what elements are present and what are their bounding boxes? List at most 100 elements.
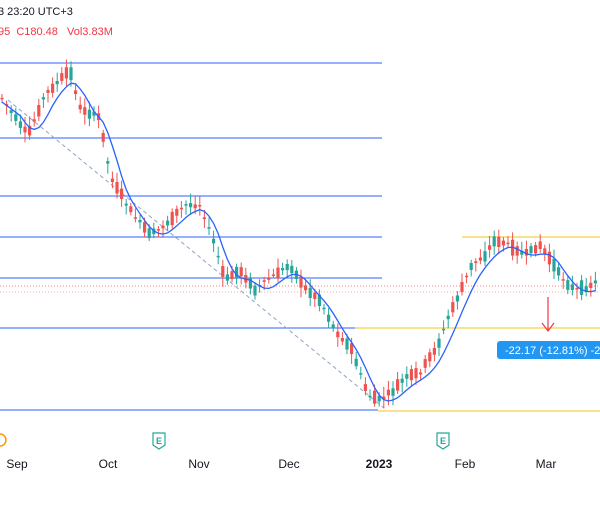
candle-body xyxy=(557,267,561,276)
candle-body xyxy=(543,248,547,255)
candle-body xyxy=(281,268,285,271)
x-tick-label: Oct xyxy=(99,457,118,471)
candle-body xyxy=(248,277,252,289)
candle-body xyxy=(405,374,409,379)
measure-tool: -22.17 (-12.81%) -2217 xyxy=(497,297,600,359)
candle-body xyxy=(120,188,124,199)
candle-body xyxy=(32,119,36,122)
candle-body xyxy=(28,125,32,136)
candle-body xyxy=(304,285,308,291)
candle-body xyxy=(446,315,450,320)
candle-body xyxy=(506,242,510,245)
candle-body xyxy=(166,220,170,226)
candle-body xyxy=(428,352,432,362)
candle-body xyxy=(354,358,358,367)
volume-label: Vol xyxy=(66,26,83,38)
candle-body xyxy=(46,89,50,93)
candle-body xyxy=(253,285,257,296)
candle-body xyxy=(78,104,82,110)
ohlc-value: 95 xyxy=(0,26,11,38)
ohlc-readout: 95 C180.48 Vol3.83M xyxy=(0,26,119,38)
candle-body xyxy=(566,280,570,290)
candle-body xyxy=(262,280,266,282)
candle-body xyxy=(14,114,18,121)
close-label: C xyxy=(16,26,25,38)
candle-body xyxy=(419,372,423,375)
volume-value: 3.83M xyxy=(82,26,113,38)
candle-body xyxy=(92,111,96,116)
candle-body xyxy=(414,368,418,379)
candle-body xyxy=(580,280,584,295)
candle-body xyxy=(474,261,478,264)
candle-body xyxy=(184,204,188,206)
candle-body xyxy=(110,178,114,182)
candle-body xyxy=(455,295,459,302)
measure-arrow-head xyxy=(541,322,555,332)
candle-body xyxy=(0,97,4,100)
candle-body xyxy=(396,379,400,391)
candle-body xyxy=(552,258,556,272)
candle-body xyxy=(41,97,45,100)
candle-body xyxy=(520,250,524,255)
candle-body xyxy=(133,217,137,219)
candle-body xyxy=(322,307,326,310)
candle-body xyxy=(501,240,505,246)
x-tick-label: 2023 xyxy=(366,457,393,471)
measure-label-box xyxy=(497,341,600,359)
earnings-label: E xyxy=(156,436,162,446)
candle-body xyxy=(106,161,110,164)
candle-body xyxy=(391,388,395,396)
candle-body xyxy=(225,274,229,281)
candle-body xyxy=(170,211,174,226)
candle-body xyxy=(207,227,211,229)
candle-body xyxy=(212,238,216,244)
trend-line xyxy=(7,99,385,409)
candle-body xyxy=(267,278,271,280)
close-value: 180.48 xyxy=(24,26,58,38)
candle-body xyxy=(37,104,41,117)
candle-body xyxy=(538,241,542,249)
candle-body xyxy=(161,225,165,229)
time-axis: Sep Oct Nov Dec 2023 Feb Mar xyxy=(6,457,556,471)
candle-body xyxy=(308,287,312,299)
candle-body xyxy=(575,288,579,290)
candle-body xyxy=(492,236,496,247)
candle-body xyxy=(51,83,55,93)
candle-body xyxy=(143,222,147,233)
x-tick-label: Nov xyxy=(188,457,209,471)
moving-average xyxy=(1,82,596,402)
candle-body xyxy=(313,292,317,300)
candle-body xyxy=(83,107,87,115)
candle-body xyxy=(124,203,128,206)
candle-body xyxy=(497,236,501,248)
candle-body xyxy=(175,208,179,216)
candle-body xyxy=(317,294,321,306)
candle-body xyxy=(129,206,133,213)
chart-date-label: 3 23:20 UTC+3 xyxy=(0,6,73,18)
candle-body xyxy=(451,302,455,313)
candle-body xyxy=(478,257,482,261)
earnings-label: E xyxy=(440,436,446,446)
candle-body xyxy=(584,286,588,292)
candle-body xyxy=(547,251,551,265)
candle-body xyxy=(290,265,294,274)
candle-body xyxy=(363,384,367,391)
candle-body xyxy=(529,246,533,254)
candle-body xyxy=(9,110,13,114)
candle-body xyxy=(432,347,436,355)
earnings-icon: E xyxy=(436,432,450,450)
trendline xyxy=(7,99,385,409)
candle-body xyxy=(74,90,78,95)
candle-body xyxy=(423,359,427,368)
x-tick-label: Dec xyxy=(278,457,299,471)
candle-body xyxy=(561,279,565,281)
candle-body xyxy=(101,132,105,142)
x-tick-label: Mar xyxy=(536,457,557,471)
close-readout: C180.48 xyxy=(16,26,61,38)
candle-body xyxy=(589,282,593,288)
candle-body xyxy=(55,80,59,85)
earnings-badge xyxy=(436,432,450,450)
